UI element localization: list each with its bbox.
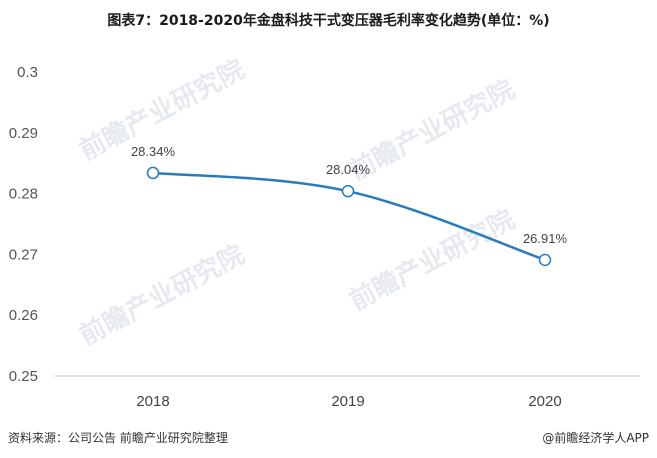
- data-label: 28.04%: [326, 162, 371, 177]
- data-point: [538, 253, 552, 267]
- x-tick-label: 2020: [528, 393, 561, 410]
- data-point: [146, 166, 160, 180]
- data-point: [341, 184, 355, 198]
- y-tick-label: 0.27: [9, 246, 38, 263]
- data-label: 28.34%: [131, 144, 176, 159]
- y-tick-label: 0.29: [9, 125, 38, 142]
- source-note: 资料来源：公司公告 前瞻产业研究院整理: [8, 431, 228, 445]
- y-tick-label: 0.25: [9, 368, 38, 385]
- x-tick-label: 2018: [136, 393, 169, 410]
- y-tick-label: 0.3: [17, 64, 38, 81]
- y-tick-label: 0.28: [9, 186, 38, 203]
- data-label: 26.91%: [523, 231, 568, 246]
- chart-title: 图表7：2018-2020年金盘科技干式变压器毛利率变化趋势(单位：%): [107, 13, 550, 29]
- y-tick-label: 0.26: [9, 307, 38, 324]
- x-tick-label: 2019: [331, 393, 364, 410]
- brand-label: @前瞻经济学人APP: [542, 431, 649, 445]
